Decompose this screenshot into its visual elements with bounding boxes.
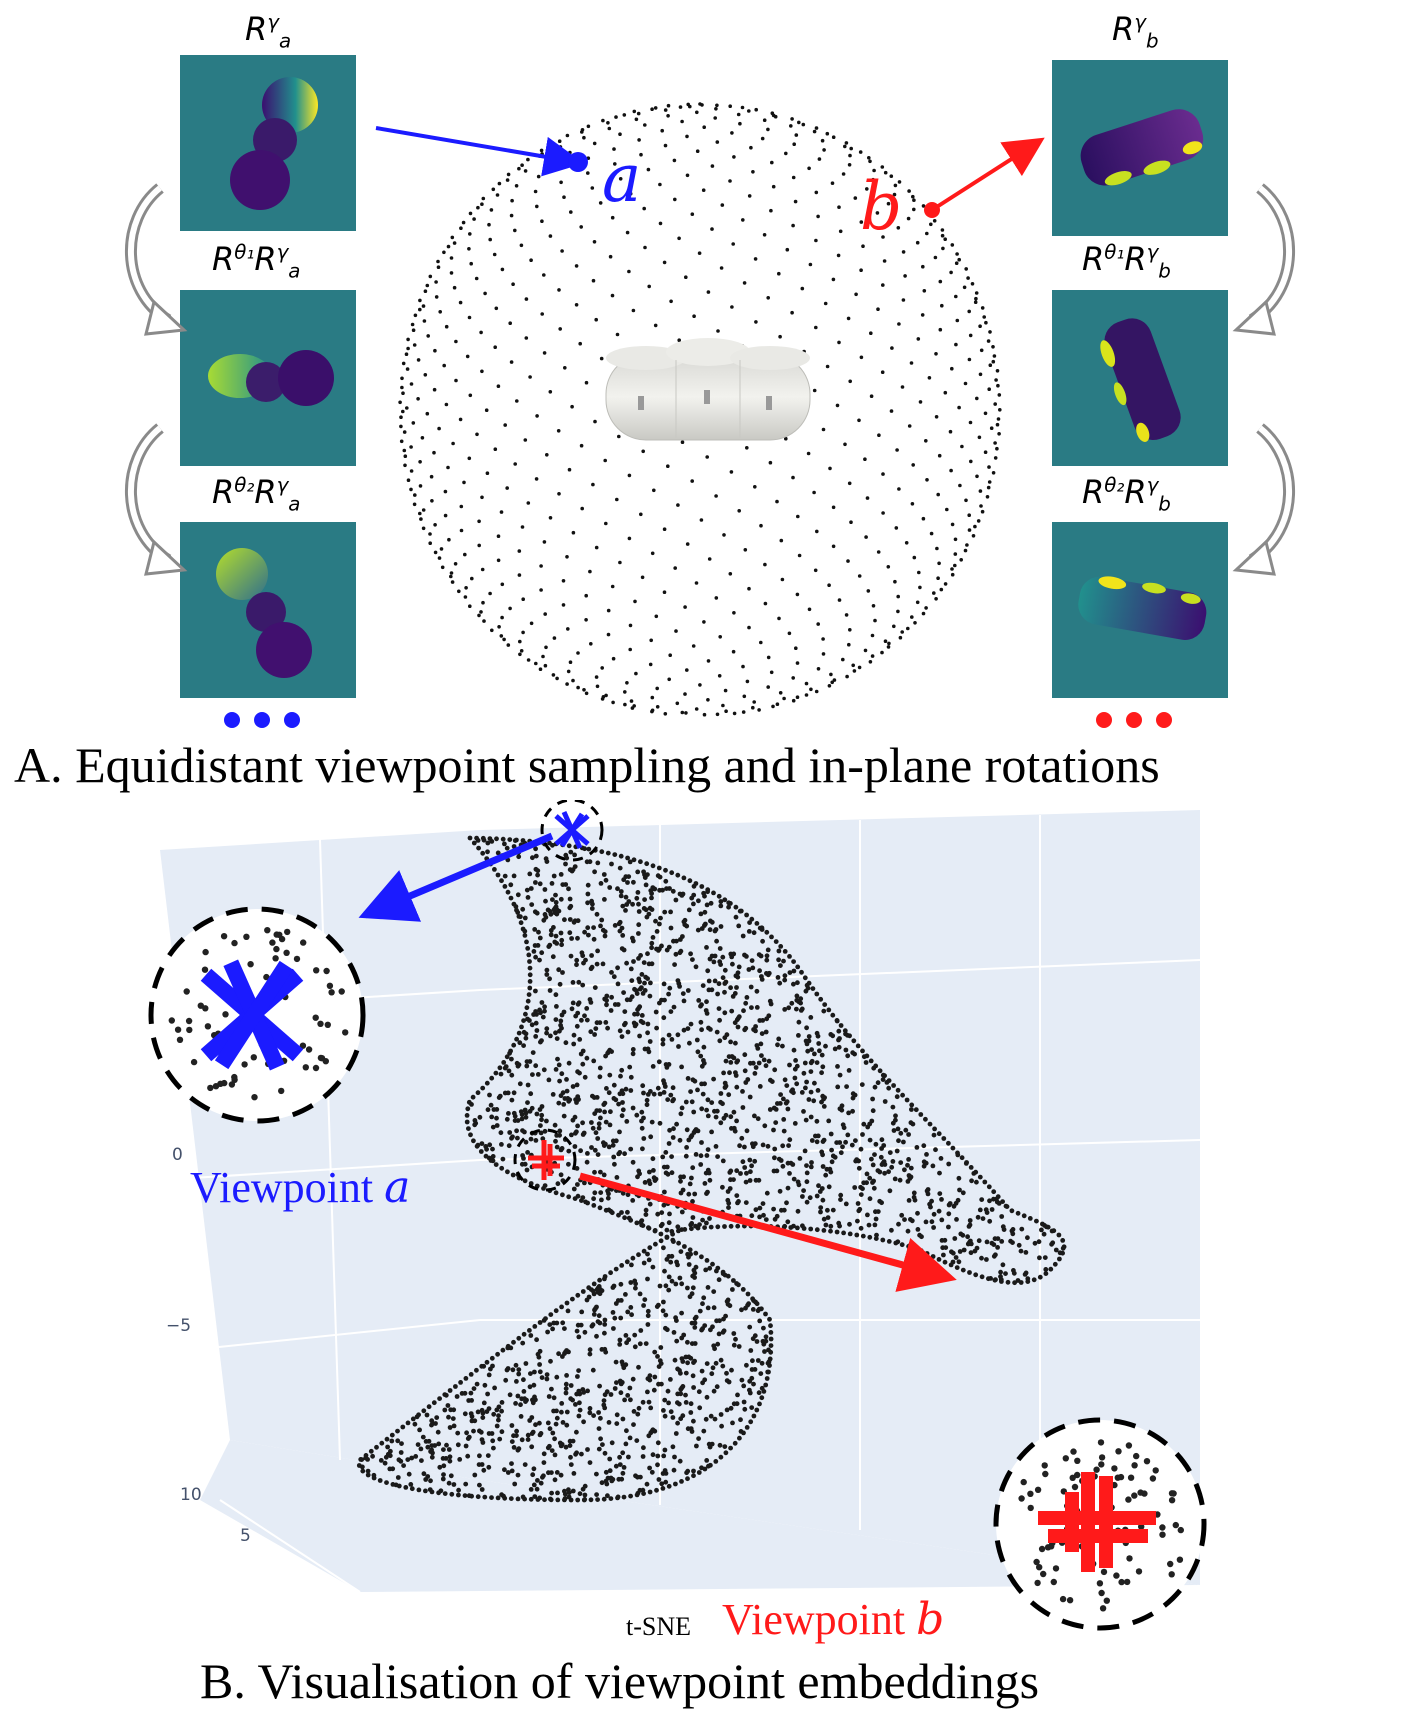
label-rtheta1-rb: Rθ₁Rγb	[1082, 240, 1171, 283]
curved-arrow-b-1	[1232, 183, 1295, 336]
viewpoint-a-cluster	[540, 800, 604, 862]
tick-vertical-1: −5	[166, 1316, 192, 1336]
tick-vertical-0: 0	[172, 1145, 183, 1165]
viewpoint-a-label: Viewpoint a	[190, 1162, 411, 1213]
label-rb-gamma: Rγb	[1112, 10, 1159, 53]
depth-tile-b-2	[1052, 522, 1228, 698]
ellipsis-b	[1096, 712, 1186, 732]
depth-tile-a-1	[180, 290, 356, 466]
curved-arrow-b-2	[1232, 423, 1295, 576]
object-render	[605, 338, 811, 441]
panel-b-caption: B. Visualisation of viewpoint embeddings	[200, 1653, 1040, 1709]
tick-depth-0: 10	[180, 1485, 202, 1505]
label-ra-gamma: Rγa	[245, 10, 292, 53]
arrow-a	[375, 126, 588, 177]
viewpoint-sphere	[398, 102, 1002, 717]
label-rtheta1-ra: Rθ₁Rγa	[212, 240, 301, 283]
label-rtheta2-rb: Rθ₂Rγb	[1082, 473, 1171, 516]
curved-arrow-a-2	[125, 423, 188, 576]
tick-depth-1: 5	[240, 1526, 251, 1546]
depth-tile-b-0	[1052, 60, 1228, 236]
point-a-letter: a	[602, 140, 642, 217]
panel-a-caption: A. Equidistant viewpoint sampling and in…	[14, 737, 1160, 793]
label-rtheta2-ra: Rθ₂Rγa	[212, 473, 301, 516]
axis-title-tsne: t-SNE	[626, 1612, 691, 1641]
depth-tile-a-2	[180, 522, 356, 698]
zoom-viewpoint-b	[993, 1417, 1207, 1631]
depth-tile-a-0	[180, 55, 356, 231]
point-b-letter: b	[860, 168, 903, 245]
depth-tile-b-1	[1052, 290, 1228, 466]
zoom-viewpoint-a	[148, 906, 366, 1124]
viewpoint-b-cluster	[513, 1128, 577, 1192]
curved-arrow-a-1	[125, 183, 188, 336]
ellipsis-a	[224, 712, 314, 732]
arrow-b	[924, 137, 1045, 218]
viewpoint-b-label: Viewpoint b	[722, 1594, 945, 1645]
